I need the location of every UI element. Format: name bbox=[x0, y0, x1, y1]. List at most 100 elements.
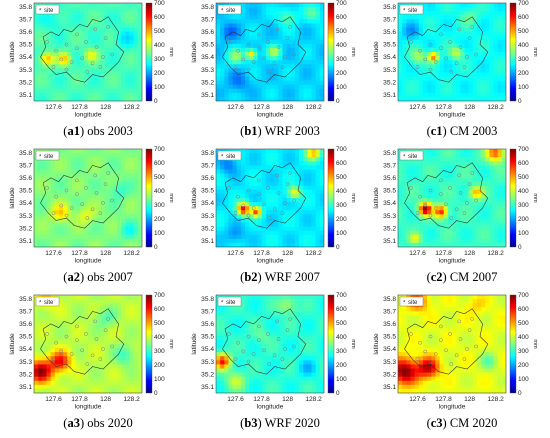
heatmap-cell bbox=[46, 315, 51, 320]
heatmap-cell bbox=[50, 344, 56, 349]
heatmap-cell bbox=[96, 348, 101, 353]
heatmap-cell bbox=[112, 222, 118, 227]
site-marker bbox=[90, 353, 95, 358]
heatmap-cell bbox=[398, 88, 403, 94]
heatmap-cell bbox=[83, 157, 89, 162]
heatmap-cell bbox=[38, 218, 43, 223]
heatmap-cell bbox=[282, 303, 287, 308]
heatmap-cell bbox=[472, 31, 478, 37]
heatmap-cell bbox=[489, 222, 494, 227]
heatmap-cell bbox=[67, 295, 72, 300]
heatmap-cell bbox=[274, 88, 279, 94]
heatmap-cell bbox=[398, 80, 403, 86]
heatmap-cell bbox=[54, 356, 60, 361]
heatmap-cell bbox=[481, 11, 486, 16]
heatmap-cell bbox=[245, 169, 250, 174]
heatmap-cell bbox=[481, 3, 486, 8]
heatmap-cell bbox=[67, 169, 72, 174]
heatmap-cell bbox=[63, 384, 68, 390]
heatmap-cell bbox=[42, 230, 47, 236]
heatmap-field bbox=[34, 3, 142, 101]
heatmap-cell bbox=[447, 210, 453, 215]
heatmap-cell bbox=[443, 153, 449, 158]
heatmap-cell bbox=[133, 348, 139, 353]
heatmap-cell bbox=[58, 92, 64, 98]
heatmap-cell bbox=[282, 96, 287, 101]
heatmap-cell bbox=[456, 149, 461, 154]
heatmap-cell bbox=[137, 226, 142, 232]
heatmap-cell bbox=[472, 35, 478, 41]
heatmap-cell bbox=[220, 206, 225, 211]
heatmap-cell bbox=[253, 295, 258, 300]
heatmap-cell bbox=[100, 339, 105, 345]
heatmap-cell bbox=[88, 299, 93, 304]
heatmap-cell bbox=[299, 206, 304, 211]
heatmap-cell bbox=[108, 226, 114, 232]
heatmap-cell bbox=[121, 206, 126, 211]
heatmap-cell bbox=[117, 181, 122, 187]
heatmap-cell bbox=[79, 230, 85, 236]
heatmap-cell bbox=[79, 372, 85, 378]
heatmap-cell bbox=[240, 323, 246, 329]
colorbar-tick-label: 200 bbox=[154, 362, 165, 369]
heatmap-cell bbox=[50, 165, 56, 170]
heatmap-cell bbox=[481, 43, 486, 49]
heatmap-cell bbox=[286, 181, 292, 187]
heatmap-cell bbox=[398, 52, 403, 57]
heatmap-cell bbox=[418, 161, 424, 166]
heatmap-cell bbox=[261, 311, 267, 316]
heatmap-cell bbox=[431, 181, 436, 187]
y-tick-label: 35.6 bbox=[19, 175, 32, 182]
heatmap-cell bbox=[261, 7, 267, 12]
heatmap-cell bbox=[34, 384, 39, 390]
heatmap-cell bbox=[50, 384, 56, 390]
heatmap-cell bbox=[50, 206, 56, 211]
heatmap-cell bbox=[125, 39, 130, 45]
heatmap-cell bbox=[108, 202, 114, 207]
heatmap-cell bbox=[54, 60, 60, 65]
heatmap-cell bbox=[456, 88, 461, 94]
heatmap-cell bbox=[406, 198, 411, 203]
heatmap-cell bbox=[402, 88, 407, 94]
colorbar-tick-label: 0 bbox=[336, 98, 340, 105]
heatmap-cell bbox=[439, 68, 445, 73]
heatmap-cell bbox=[75, 348, 81, 353]
heatmap-cell bbox=[125, 64, 130, 69]
x-tick-label: 128.2 bbox=[487, 250, 504, 257]
heatmap-cell bbox=[112, 72, 118, 77]
heatmap-cell bbox=[468, 64, 474, 69]
heatmap-cell bbox=[418, 234, 424, 240]
heatmap-cell bbox=[224, 15, 229, 20]
x-tick-label: 127.6 bbox=[227, 104, 244, 111]
y-tick-label: 35.3 bbox=[19, 359, 32, 366]
heatmap-cell bbox=[472, 149, 478, 154]
heatmap-cell bbox=[67, 352, 72, 357]
heatmap-cell bbox=[42, 242, 47, 247]
heatmap-cell bbox=[265, 230, 271, 236]
heatmap-cell bbox=[220, 222, 225, 227]
heatmap-cell bbox=[427, 47, 432, 53]
heatmap-cell bbox=[481, 72, 486, 77]
heatmap-cell bbox=[299, 202, 304, 207]
heatmap-cell bbox=[104, 364, 110, 369]
heatmap-cell bbox=[121, 376, 126, 382]
heatmap-cell bbox=[481, 92, 486, 98]
heatmap-field bbox=[398, 149, 506, 247]
heatmap-cell bbox=[460, 88, 465, 94]
heatmap-cell bbox=[100, 222, 105, 227]
heatmap-cell bbox=[311, 31, 317, 37]
heatmap-cell bbox=[63, 72, 68, 77]
heatmap-cell bbox=[100, 376, 105, 382]
heatmap-cell bbox=[88, 68, 93, 73]
heatmap-cell bbox=[311, 193, 317, 199]
heatmap-cell bbox=[265, 295, 271, 300]
heatmap-cell bbox=[133, 72, 139, 77]
heatmap-cell bbox=[497, 27, 503, 32]
heatmap-cell bbox=[58, 11, 64, 16]
heatmap-cell bbox=[50, 56, 56, 61]
heatmap-cell bbox=[278, 177, 283, 183]
heatmap-cell bbox=[83, 234, 89, 240]
heatmap-cell bbox=[245, 311, 250, 316]
heatmap-cell bbox=[435, 202, 440, 207]
heatmap-cell bbox=[493, 3, 499, 8]
